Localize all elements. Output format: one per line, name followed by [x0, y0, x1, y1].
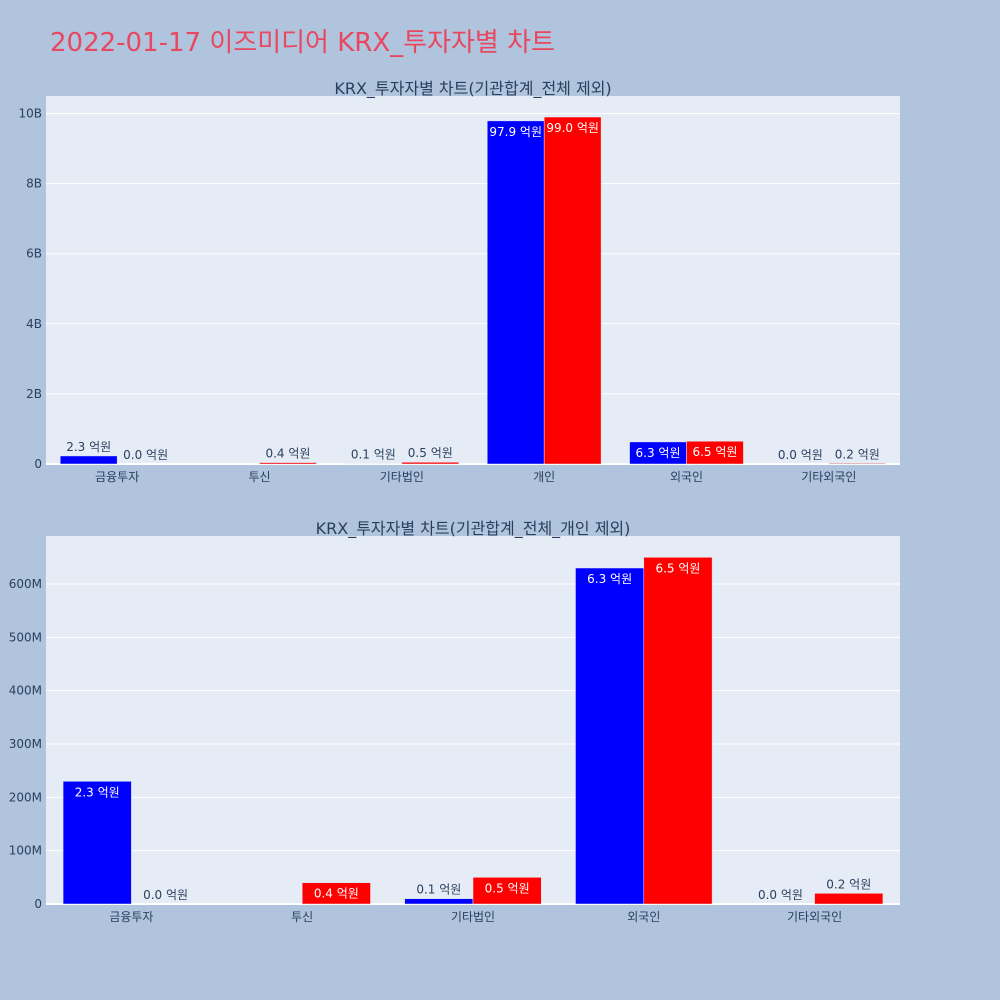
x-tick-label: 기타법인 [380, 470, 424, 484]
bar [643, 557, 713, 905]
bar [301, 882, 371, 905]
data-label: 97.9 억원 [489, 125, 542, 139]
y-tick-label: 200M [9, 790, 42, 804]
bar [828, 463, 887, 465]
bar [401, 461, 460, 465]
bar [686, 440, 744, 465]
data-label: 2.3 억원 [66, 440, 111, 454]
chart-title: KRX_투자자별 차트(기관합계_전체 제외) [334, 79, 611, 99]
chart-2: 0 100M 200M 300M 400M 500M 600M KRX_투자자별 차트(기관합… [9, 519, 900, 924]
x-tick-label: 외국인 [670, 470, 703, 484]
data-label: 6.5 억원 [692, 445, 737, 459]
data-label: 6.3 억원 [636, 446, 681, 460]
x-tick-label: 금융투자 [109, 910, 153, 924]
y-tick-label: 500M [9, 630, 42, 644]
data-label: 6.5 억원 [655, 561, 700, 575]
data-label: 6.3 억원 [587, 572, 632, 586]
plot-area [46, 96, 900, 464]
y-tick-label: 0 [34, 457, 42, 471]
data-label: 0.2 억원 [826, 877, 871, 891]
bar [62, 781, 132, 905]
y-tick-label: 300M [9, 737, 42, 751]
data-label: 0.2 억원 [835, 447, 880, 461]
plot-area [46, 536, 900, 904]
bar [814, 893, 884, 905]
y-tick-label: 0 [34, 897, 42, 911]
y-tick-label: 10B [18, 107, 42, 121]
bar [543, 116, 602, 465]
x-tick-label: 투신 [248, 470, 270, 484]
data-label: 99.0 억원 [546, 121, 599, 135]
page-title: 2022-01-17 이즈미디어 KRX_투자자별 차트 [50, 28, 555, 58]
y-tick-label: 400M [9, 684, 42, 698]
bar [472, 877, 542, 905]
bar [486, 120, 545, 465]
chart-title: KRX_투자자별 차트(기관합계_전체_개인 제외) [316, 519, 631, 539]
data-label: 0.4 억원 [314, 887, 359, 901]
chart-1: 0 2B 4B 6B 8B 10B KRX_투자자별 차트(기관합계_전체 제외) 금융투자 2… [18, 79, 900, 484]
data-label: 0.0 억원 [778, 448, 823, 462]
bar [575, 567, 645, 905]
data-label: 0.0 억원 [123, 448, 168, 462]
bar [259, 462, 317, 465]
x-tick-label: 금융투자 [95, 470, 139, 484]
x-tick-label: 투신 [291, 910, 313, 924]
x-tick-label: 기타법인 [451, 910, 495, 924]
x-tick-label: 개인 [533, 470, 555, 484]
data-label: 0.0 억원 [143, 888, 188, 902]
data-label: 0.4 억원 [265, 447, 310, 461]
data-label: 0.1 억원 [351, 448, 396, 462]
data-label: 2.3 억원 [75, 785, 120, 799]
data-label: 0.1 억원 [416, 883, 461, 897]
y-tick-label: 8B [26, 177, 42, 191]
data-label: 0.5 억원 [408, 446, 453, 460]
y-tick-label: 6B [26, 247, 42, 261]
y-tick-label: 100M [9, 844, 42, 858]
x-tick-label: 외국인 [627, 910, 660, 924]
y-tick-label: 2B [26, 387, 42, 401]
y-tick-label: 4B [26, 317, 42, 331]
bar [59, 455, 118, 465]
bar [404, 898, 474, 905]
x-tick-label: 기타외국인 [801, 470, 856, 484]
y-tick-label: 600M [9, 577, 42, 591]
x-tick-label: 기타외국인 [787, 910, 842, 924]
data-label: 0.0 억원 [758, 888, 803, 902]
data-label: 0.5 억원 [485, 881, 530, 895]
